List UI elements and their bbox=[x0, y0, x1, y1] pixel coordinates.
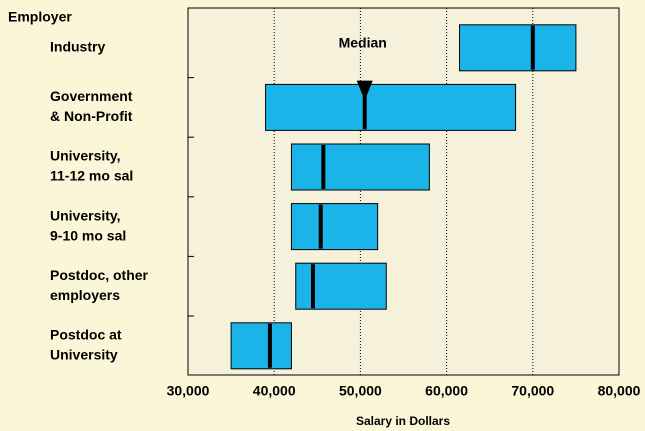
category-label: Postdoc at bbox=[50, 327, 122, 343]
category-label: Postdoc, other bbox=[50, 267, 149, 283]
x-tick-label: 70,000 bbox=[511, 383, 554, 399]
category-label: 9-10 mo sal bbox=[50, 227, 126, 243]
category-label: employers bbox=[50, 287, 120, 303]
range-bar bbox=[265, 83, 517, 131]
x-tick-label: 50,000 bbox=[339, 383, 382, 399]
category-label: University bbox=[50, 347, 118, 363]
category-label: University, bbox=[50, 207, 121, 223]
x-tick-label: 40,000 bbox=[253, 383, 296, 399]
x-axis-label: Salary in Dollars bbox=[356, 414, 450, 428]
range-bar bbox=[290, 143, 430, 191]
category-label: Government bbox=[50, 88, 133, 104]
category-label: 11-12 mo sal bbox=[50, 168, 133, 184]
range-bar bbox=[230, 322, 292, 370]
range-bar bbox=[459, 24, 577, 72]
x-tick-label: 80,000 bbox=[598, 383, 641, 399]
category-label: & Non-Profit bbox=[50, 108, 133, 124]
annotation-arrow bbox=[356, 80, 373, 101]
y-axis-label: Employer bbox=[8, 9, 72, 25]
range-bar bbox=[295, 262, 387, 310]
x-tick-label: 30,000 bbox=[167, 383, 210, 399]
range-bar bbox=[290, 203, 379, 251]
category-label: Industry bbox=[50, 39, 105, 55]
annotation: Median bbox=[339, 35, 387, 51]
category-label: University, bbox=[50, 148, 121, 164]
x-tick-label: 60,000 bbox=[425, 383, 468, 399]
